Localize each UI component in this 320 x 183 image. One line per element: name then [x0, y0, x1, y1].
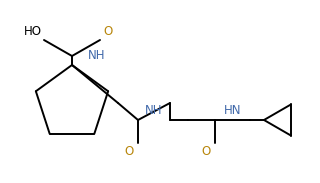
Text: NH: NH — [145, 104, 163, 117]
Text: HN: HN — [224, 104, 241, 117]
Text: O: O — [202, 145, 211, 158]
Text: O: O — [125, 145, 134, 158]
Text: HO: HO — [24, 25, 42, 38]
Text: NH: NH — [88, 49, 106, 62]
Text: O: O — [103, 25, 112, 38]
